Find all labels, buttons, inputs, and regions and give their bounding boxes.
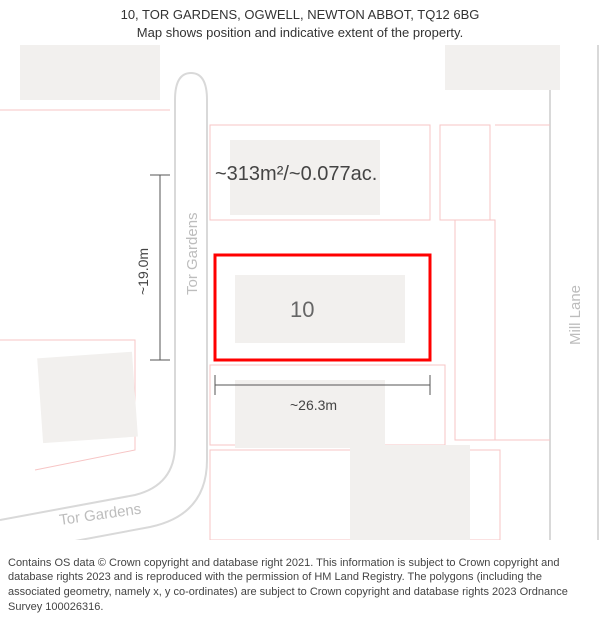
header: 10, TOR GARDENS, OGWELL, NEWTON ABBOT, T…: [0, 0, 600, 44]
height-label: ~19.0m: [135, 248, 151, 295]
subtitle-line: Map shows position and indicative extent…: [10, 24, 590, 42]
width-label: ~26.3m: [290, 397, 337, 413]
street-label-tor-gardens-horiz: Tor Gardens: [58, 501, 142, 529]
dimension-height: ~19.0m: [135, 175, 170, 360]
buildings: [20, 45, 560, 540]
footer-copyright: Contains OS data © Crown copyright and d…: [0, 550, 600, 625]
plot-number: 10: [290, 297, 314, 322]
street-label-mill-lane: Mill Lane: [567, 285, 584, 345]
address-line: 10, TOR GARDENS, OGWELL, NEWTON ABBOT, T…: [10, 6, 590, 24]
street-label-tor-gardens-vert: Tor Gardens: [184, 212, 201, 295]
map-canvas: 10 ~313m²/~0.077ac. ~26.3m ~19.0m Tor Ga…: [0, 45, 600, 540]
area-label: ~313m²/~0.077ac.: [215, 163, 377, 185]
road-tor-gardens: [0, 73, 207, 540]
